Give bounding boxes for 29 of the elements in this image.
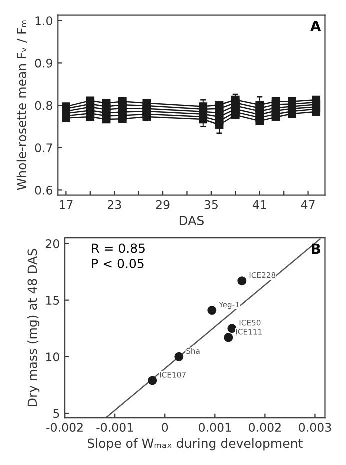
y-tick-label: 15 <box>46 296 60 305</box>
x-tick-label: -0.002 <box>46 423 83 432</box>
annotation: B <box>312 244 320 254</box>
x-tick-label: 29 <box>156 200 170 210</box>
y-tick-label: 0.8 <box>35 101 52 110</box>
y-tick-label: 0.6 <box>35 186 53 195</box>
y-tick-label: 10 <box>46 352 60 362</box>
annotation: R = 0.85 <box>92 244 145 254</box>
annotation: A <box>310 21 322 32</box>
y-axis-title: Dry mass (mg) at 48 DAS <box>28 249 40 406</box>
y-tick-label: 1.0 <box>36 16 52 26</box>
y-tick-label: 5 <box>54 409 60 418</box>
x-tick-label: 41 <box>252 200 266 210</box>
y-axis-title: Whole-rosette mean Fᵥ / Fₘ <box>16 20 28 190</box>
x-tick-label: 0 <box>162 423 168 432</box>
y-tick-label: 0.9 <box>35 58 52 68</box>
x-axis-title: DAS <box>180 216 204 226</box>
x-tick-label: 0.003 <box>299 423 332 432</box>
x-tick-label: 47 <box>301 200 315 210</box>
x-tick-label: 35 <box>204 200 218 210</box>
x-tick-label: 23 <box>108 200 122 210</box>
x-tick-label: -0.001 <box>96 423 134 432</box>
x-tick-label: 0.001 <box>199 423 231 432</box>
y-tick-label: 20 <box>46 239 60 248</box>
x-tick-label: 17 <box>60 200 73 210</box>
annotation: P < 0.05 <box>92 258 144 268</box>
y-tick-label: 0.7 <box>35 144 52 153</box>
x-axis-title: Slope of Wₘₐₓ during development <box>88 438 303 451</box>
x-tick-label: 0.002 <box>249 423 281 432</box>
